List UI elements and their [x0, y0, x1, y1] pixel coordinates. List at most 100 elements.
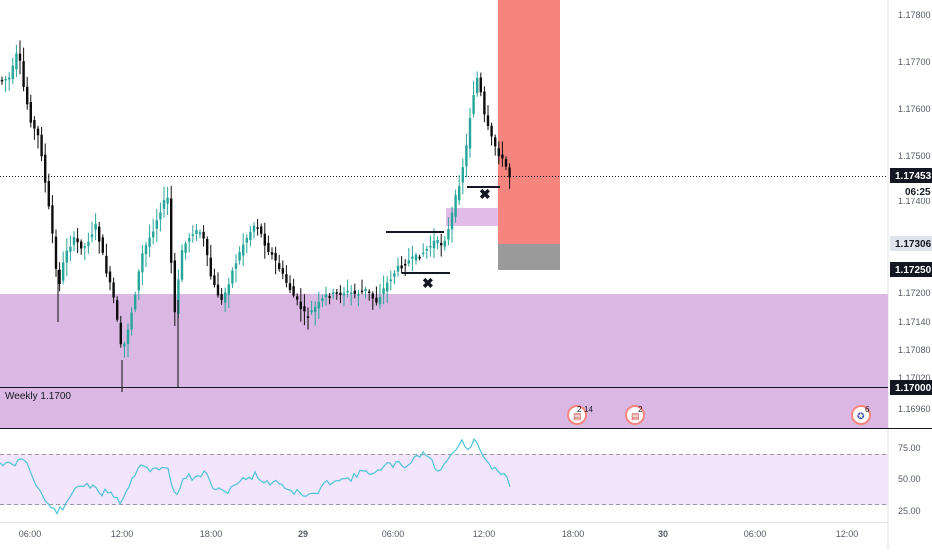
- price-tick-label: 1.17800: [898, 10, 931, 20]
- event-badge-us-2[interactable]: ▤ 2: [625, 405, 645, 425]
- time-tick-label: 12:00: [111, 529, 134, 539]
- candle-body: [159, 212, 162, 220]
- candle-body: [436, 240, 439, 244]
- event-badge-count: 14: [584, 405, 593, 414]
- weekly-level-label: Weekly 1.1700: [5, 391, 71, 402]
- candle-body: [389, 279, 392, 282]
- candle-body: [134, 294, 137, 310]
- candle-body: [256, 227, 259, 229]
- candle-body: [396, 265, 400, 272]
- candle-body: [148, 237, 151, 247]
- candle-body: [141, 253, 144, 273]
- candle-body: [126, 329, 130, 344]
- price-tick-label: 1.16960: [898, 404, 931, 414]
- price-tick-label: 1.17140: [898, 317, 931, 327]
- candles: [0, 40, 511, 392]
- candle-body: [364, 288, 367, 291]
- candle-body: [422, 252, 425, 255]
- candle-body: [479, 77, 482, 93]
- candle-body: [213, 275, 216, 286]
- candle-body: [274, 252, 277, 261]
- candle-body: [299, 301, 302, 310]
- candle-body: [450, 212, 454, 230]
- candle-body: [242, 244, 245, 256]
- candle-body: [357, 294, 360, 296]
- candle-body: [220, 294, 223, 300]
- candle-body: [195, 230, 198, 234]
- candle-body: [173, 260, 176, 313]
- candle-body: [335, 292, 338, 294]
- candle-body: [62, 262, 65, 281]
- candle-body: [497, 148, 500, 157]
- x-mark-break: ✖: [479, 186, 491, 202]
- candle-body: [332, 292, 335, 294]
- rsi-axis[interactable]: 75.00 50.00 25.00: [898, 443, 921, 516]
- candle-body: [33, 120, 36, 129]
- candle-body: [306, 316, 310, 318]
- candle-body: [267, 242, 270, 252]
- price-tick-label: 1.17500: [898, 151, 931, 161]
- candle-body: [18, 53, 22, 61]
- candle-body: [447, 229, 450, 240]
- candle-body: [119, 322, 122, 345]
- candle-body: [285, 274, 288, 283]
- time-tick-label: 06:00: [19, 529, 42, 539]
- small-supply-zone: [446, 208, 498, 226]
- candle-body: [206, 239, 209, 256]
- candle-body: [386, 282, 389, 292]
- candle-body: [407, 260, 410, 264]
- price-tick-label: 1.17700: [898, 57, 931, 67]
- time-tick-label: 29: [298, 529, 308, 539]
- event-badge-count: 6: [865, 405, 870, 414]
- candle-body: [191, 234, 194, 236]
- candle-body: [346, 290, 349, 293]
- candle-body: [321, 298, 324, 301]
- target-price-label: 1.17306: [890, 236, 932, 251]
- reward-zone[interactable]: [498, 244, 560, 270]
- risk-zone[interactable]: [498, 0, 560, 244]
- candle-body: [339, 292, 342, 295]
- candle-body: [209, 257, 212, 277]
- candle-body: [296, 296, 299, 300]
- candle-body: [11, 65, 14, 80]
- candle-body: [216, 284, 220, 296]
- candle-body: [371, 293, 374, 299]
- candle-body: [90, 234, 94, 238]
- candle-body: [155, 220, 158, 229]
- candle-body: [249, 232, 252, 241]
- candle-body: [281, 268, 284, 274]
- candle-body: [180, 250, 184, 280]
- candle-body: [152, 231, 155, 238]
- time-tick-label: 06:00: [744, 529, 767, 539]
- candle-body: [472, 95, 475, 114]
- event-badge-us-1[interactable]: ▤ 2 14: [567, 405, 593, 425]
- candle-body: [94, 223, 97, 230]
- svg-text:06:25: 06:25: [905, 187, 931, 198]
- candle-body: [36, 128, 40, 136]
- candle-body: [47, 181, 50, 207]
- candle-body: [432, 240, 436, 249]
- candle-body: [15, 53, 18, 70]
- candle-body: [8, 77, 11, 80]
- candle-body: [263, 233, 266, 246]
- candle-body: [260, 226, 263, 234]
- time-tick-label: 06:00: [382, 529, 405, 539]
- price-tick-label: 1.17200: [898, 288, 931, 298]
- candle-body: [425, 249, 428, 251]
- price-axis[interactable]: 1.17800 1.17700 1.17600 1.17500 1.17400 1.172…: [898, 10, 931, 414]
- candle-body: [202, 231, 205, 239]
- candle-body: [80, 241, 83, 249]
- time-axis[interactable]: 06:00 12:00 18:00 29 06:00 12:00 18:00 30 06:00 1…: [19, 529, 859, 539]
- price-tick-label: 1.17600: [898, 104, 931, 114]
- event-badge-eu[interactable]: ✪ 6: [851, 405, 871, 425]
- candle-body: [184, 243, 187, 253]
- candle-body: [0, 79, 4, 82]
- svg-text:1.17000: 1.17000: [895, 383, 932, 394]
- candle-body: [252, 225, 256, 232]
- svg-text:▤: ▤: [573, 411, 582, 421]
- candle-body: [288, 283, 292, 291]
- candle-body: [123, 343, 126, 347]
- candle-body: [162, 200, 166, 209]
